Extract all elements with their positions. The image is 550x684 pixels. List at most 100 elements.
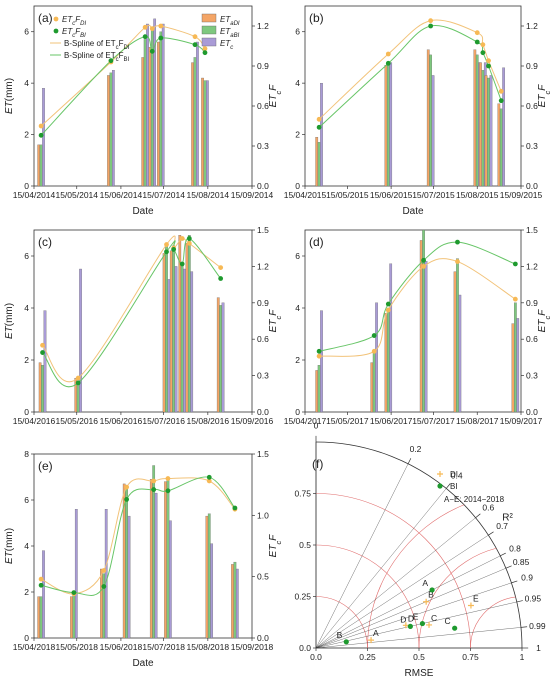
bar-bi <box>41 365 44 413</box>
bar-etc <box>210 543 214 639</box>
bar-bi <box>193 57 197 187</box>
taylor-point-bi <box>407 623 413 629</box>
point-di <box>474 30 480 36</box>
panel-f: (f) 0 0.2 0.4 0.60.7 0.8 0.85 0.9 0.95 0.99 1 R² 0.0… <box>294 421 545 679</box>
y2-tick-label: 0.3 <box>526 141 538 151</box>
x-tick-label: 15/06/2016 <box>100 416 143 426</box>
y-tick-label: 0.0 <box>299 643 311 653</box>
spline-di <box>319 258 516 357</box>
point-di <box>428 18 434 24</box>
point-di <box>164 242 169 247</box>
angular-tick <box>516 600 523 603</box>
taylor-point-di <box>368 637 375 644</box>
point-bi <box>75 380 81 386</box>
bar-di <box>148 46 152 187</box>
correlation-ray <box>315 535 489 649</box>
angular-tick <box>511 580 518 584</box>
point-di <box>179 236 185 241</box>
x-tick-label: 15/06/2014 <box>100 190 143 200</box>
bar-etc <box>146 23 149 187</box>
point-bi <box>316 348 322 354</box>
y2-tick-label: 0.0 <box>257 633 269 643</box>
point-di <box>480 42 486 48</box>
bar-etc <box>42 550 45 639</box>
bar-di <box>370 362 374 413</box>
correlation-ray <box>315 517 476 649</box>
bar-etc <box>43 310 47 413</box>
point-bi <box>124 496 130 502</box>
bar-di <box>484 75 488 187</box>
bar-di <box>38 362 42 413</box>
point-bi <box>38 132 44 138</box>
y-tick-label: 0 <box>295 181 300 191</box>
point-bi <box>371 333 377 338</box>
y2-tick-label: 0.3 <box>257 141 269 151</box>
x-tick-label: 15/09/2014 <box>231 190 274 200</box>
bar-bi <box>39 596 43 639</box>
point-di <box>421 264 426 269</box>
y2-tick-label: 1.5 <box>257 225 269 235</box>
taylor-point-di <box>402 622 409 629</box>
point-di <box>124 484 130 490</box>
angular-tick <box>505 565 512 569</box>
point-bi <box>480 50 486 56</box>
point-di <box>165 476 171 481</box>
legend-bar-swatch <box>201 13 217 23</box>
y2-axis-label: ETcF <box>268 534 283 558</box>
legend-di-label: ETcFDI <box>62 15 86 27</box>
y2-tick-label: 0.0 <box>526 181 538 191</box>
y2-tick-label: 0.0 <box>257 181 269 191</box>
angular-tick-label: 0.4 <box>451 471 463 481</box>
point-bi <box>486 63 491 69</box>
bar-etc <box>431 75 435 187</box>
panel-label: (f) <box>312 457 323 471</box>
point-di <box>101 568 107 573</box>
y2-tick-label: 0.6 <box>257 334 269 344</box>
spline-bi <box>318 241 516 352</box>
bar-etc <box>127 515 131 639</box>
point-bi <box>512 261 518 267</box>
point-di <box>151 478 157 484</box>
x-tick-label: 15/04/2014 <box>13 190 56 200</box>
bar-etc <box>516 318 520 413</box>
taylor-point-di <box>426 621 433 628</box>
y-tick-label: 6 <box>24 251 29 261</box>
taylor-point-bi <box>429 587 435 593</box>
bar-etc <box>174 266 178 413</box>
panel-label: (c) <box>38 235 52 249</box>
y-tick-label: 0.75 <box>294 489 311 499</box>
point-di <box>149 26 155 32</box>
y-tick-label: 8 <box>24 449 29 459</box>
bar-bi <box>165 245 168 413</box>
y2-tick-label: 1.2 <box>257 261 269 271</box>
y2-axis-label: ETcF <box>268 84 283 108</box>
point-bi <box>149 48 155 54</box>
point-di <box>142 24 148 30</box>
taylor-point-label: D <box>408 613 414 623</box>
point-di <box>158 23 164 29</box>
x-tick-label: 15/07/2018 <box>142 642 185 652</box>
legend-bar-swatch <box>201 37 217 47</box>
x-axis-label: Date <box>132 658 154 669</box>
rmse-arc <box>470 596 516 649</box>
bar-etc <box>235 568 239 639</box>
x-tick-label: 15/07/2014 <box>142 190 185 200</box>
point-bi <box>142 34 148 40</box>
y2-axis-label: ETcF <box>268 309 283 333</box>
bar-di <box>100 568 103 639</box>
bar-di <box>191 62 194 187</box>
bar-bi <box>109 72 113 187</box>
bar-di <box>384 64 388 187</box>
legend-di-label: DI <box>450 470 458 479</box>
r2-label: R² <box>502 512 513 523</box>
bar-bi <box>76 383 80 413</box>
bar-etc <box>489 75 493 187</box>
x-tick-label: 15/09/2017 <box>500 416 543 426</box>
bar-di <box>315 136 319 187</box>
x-tick-label: 15/05/2018 <box>55 642 98 652</box>
y2-tick-label: 1.0 <box>257 510 269 520</box>
y-tick-label: 0 <box>24 407 29 417</box>
y-tick-label: 2 <box>24 587 29 597</box>
panel-a: 15/04/2014 15/05/2014 15/06/2014 15/07/2014… <box>4 5 283 217</box>
